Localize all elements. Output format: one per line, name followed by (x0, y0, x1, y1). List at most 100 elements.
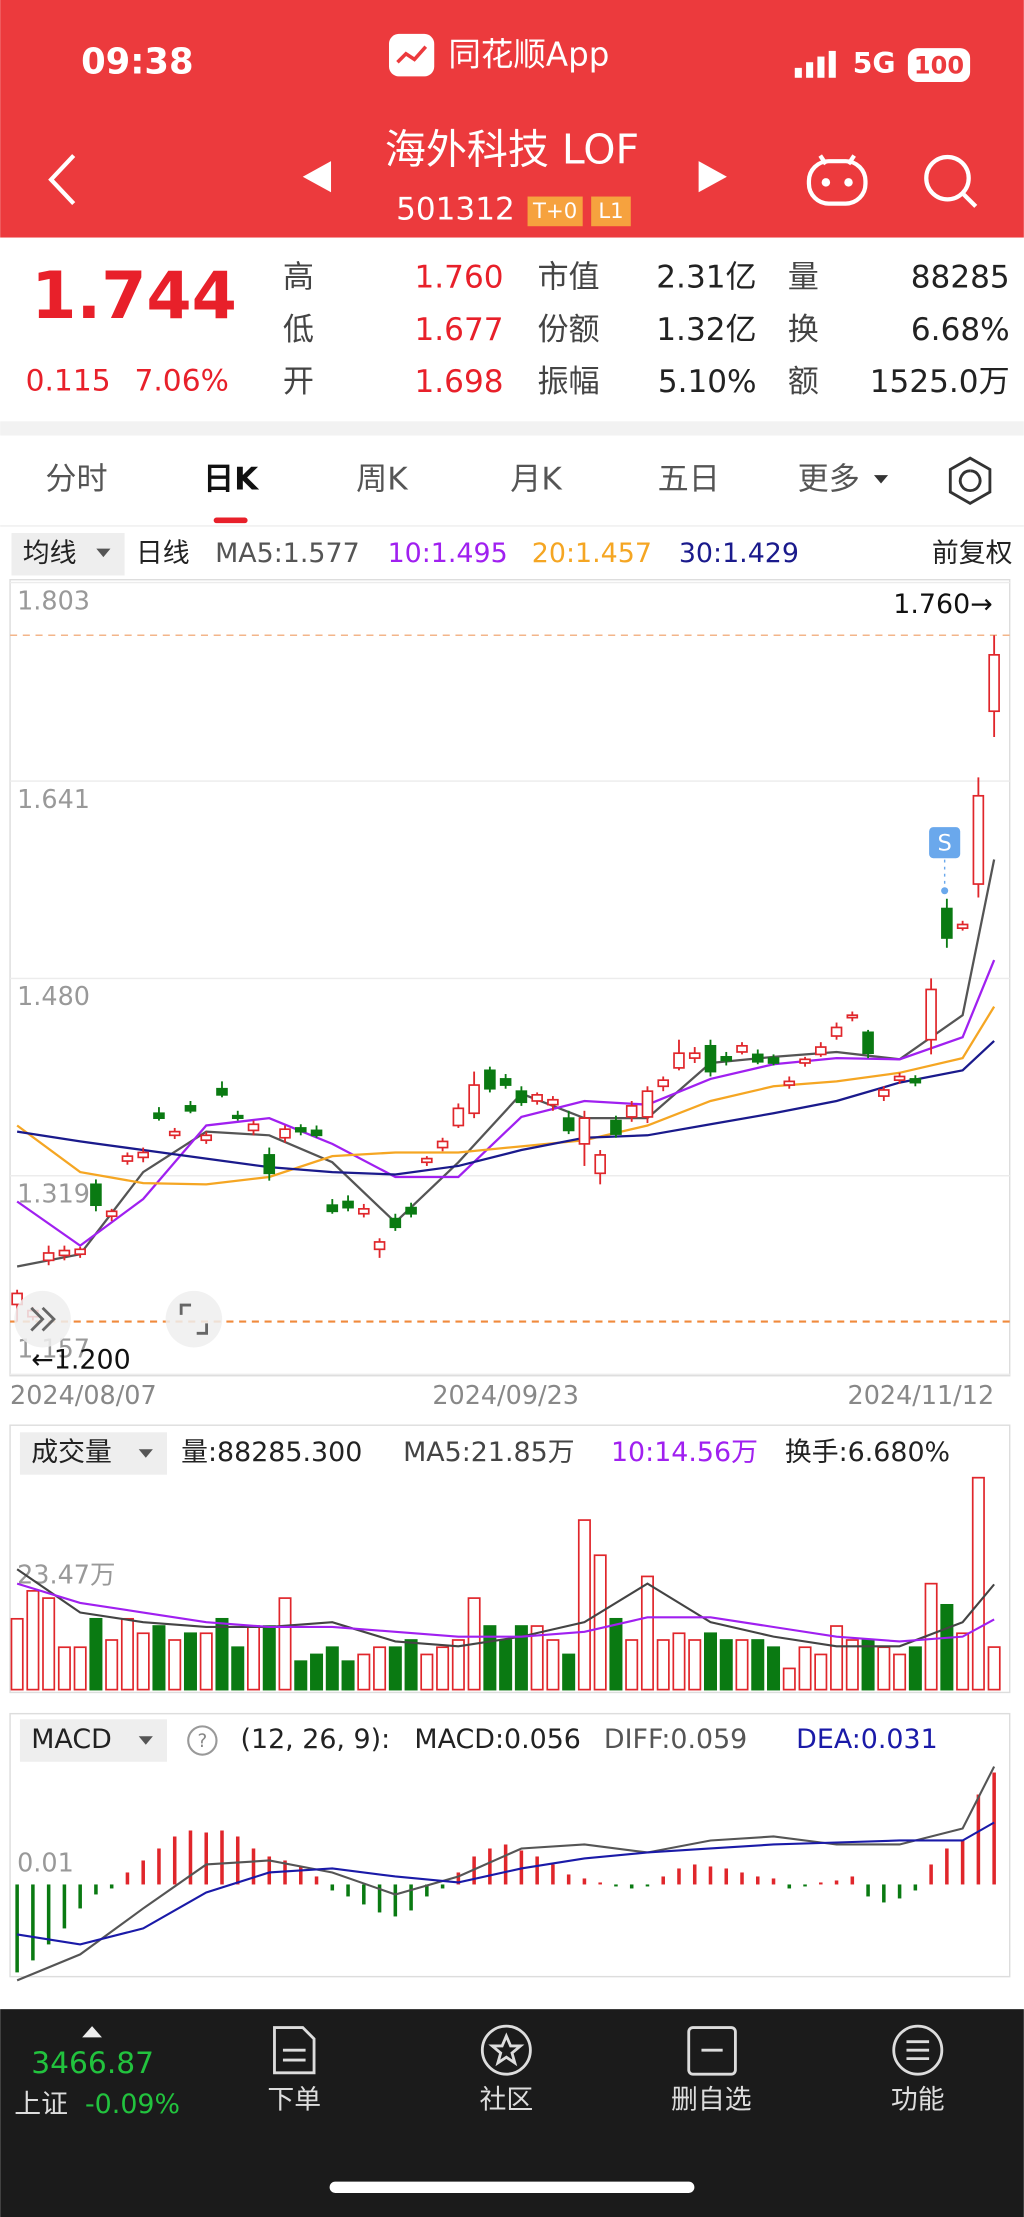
candle-body (421, 1157, 433, 1164)
candle-body (216, 1087, 228, 1096)
nav-item[interactable]: 社区 (479, 2085, 533, 2116)
field-value: 1.760 (415, 260, 504, 296)
tab[interactable]: 周K (356, 462, 409, 498)
macd-bar (440, 1884, 445, 1889)
robot-button[interactable] (806, 154, 868, 206)
macd-bar (235, 1836, 240, 1885)
candle-body (342, 1200, 354, 1209)
nav-item[interactable]: 删自选 (671, 2085, 752, 2116)
help-button[interactable] (187, 1725, 218, 1756)
macd-bar (125, 1872, 130, 1885)
tab[interactable]: 分时 (45, 462, 107, 498)
volume-bar (168, 1639, 182, 1691)
candle-body (578, 1117, 591, 1145)
macd-bar (204, 1832, 208, 1885)
candle-body (42, 1252, 55, 1262)
nav-item[interactable]: 功能 (891, 2085, 945, 2116)
volume-bar (451, 1639, 465, 1691)
macd-bar (46, 1884, 51, 1945)
y-tick-label: 1.480 (17, 982, 90, 1012)
macd-panel (9, 1712, 1011, 1978)
field-label: 低 (283, 312, 314, 348)
volume-bar (735, 1639, 749, 1691)
candle-body (594, 1154, 606, 1175)
expand-button[interactable] (165, 1290, 223, 1348)
volume-bar (530, 1625, 544, 1691)
field-value: 5.10% (658, 364, 757, 400)
volume-label: 量:88285.300 (181, 1437, 362, 1468)
x-tick-label: 2024/11/12 (848, 1381, 995, 1411)
tab[interactable]: 日K (203, 462, 260, 498)
candle-body (878, 1089, 890, 1097)
volume-bar (719, 1639, 733, 1691)
macd-bar (314, 1876, 319, 1885)
badge-bg (591, 196, 631, 227)
macd-bar (109, 1884, 114, 1889)
volume-bar (373, 1646, 387, 1691)
price: 1.744 (31, 259, 237, 334)
macd-bar (787, 1884, 792, 1889)
macd-bar (645, 1884, 650, 1887)
tab[interactable]: 更多 (798, 462, 860, 498)
volume-bar (514, 1625, 528, 1691)
index-value: 3466.87 (31, 2046, 154, 2081)
candle-body (358, 1207, 370, 1215)
candle-body (389, 1217, 402, 1229)
field-value: 2.31亿 (656, 260, 756, 296)
volume-bar (688, 1639, 702, 1691)
volume-title: 成交量 (31, 1437, 112, 1468)
next-button[interactable] (698, 161, 727, 193)
volume-bar (877, 1646, 891, 1691)
volume-bar (767, 1646, 781, 1691)
volume-bar (262, 1625, 276, 1691)
settings-button[interactable] (948, 456, 992, 505)
macd-bar (172, 1836, 177, 1885)
candle-body (972, 794, 985, 885)
volume-bar (26, 1590, 40, 1691)
signal (794, 50, 836, 78)
macd-bar (992, 1772, 996, 1885)
macd-bar (267, 1856, 272, 1885)
candle-body (673, 1052, 685, 1069)
macd-bar (503, 1844, 508, 1885)
macd-bar (708, 1866, 713, 1885)
y-tick-label: 1.319 (17, 1180, 90, 1210)
badge: L1 (598, 198, 623, 223)
volume-bar (593, 1554, 607, 1691)
candle-body (326, 1204, 339, 1213)
candle-body (452, 1107, 465, 1127)
macd-bar (377, 1884, 382, 1913)
candle-body (610, 1119, 622, 1135)
tab[interactable]: 五日 (658, 462, 720, 498)
field-value: 88285 (911, 260, 1010, 296)
candle-body (405, 1206, 417, 1215)
candle-body (373, 1241, 386, 1251)
volume-bar (656, 1639, 670, 1691)
volume-bar (562, 1653, 576, 1691)
back-button[interactable] (48, 154, 76, 206)
separator (0, 421, 1024, 436)
prev-button[interactable] (302, 161, 332, 193)
nav-item[interactable]: 下单 (267, 2085, 321, 2116)
candle-body (688, 1052, 701, 1059)
volume-bar (404, 1639, 418, 1691)
volume-bar (798, 1646, 812, 1691)
battery-level: 100 (914, 51, 964, 79)
volume-bar (420, 1653, 434, 1691)
volume-bar (499, 1639, 513, 1691)
volume-bar (183, 1632, 197, 1691)
y-tick-label: 23.47万 (17, 1561, 115, 1591)
macd-bar (31, 1884, 35, 1961)
index-toggle[interactable] (82, 2026, 102, 2038)
volume-bar (830, 1625, 844, 1691)
search-button[interactable] (924, 154, 978, 208)
macd-bar (425, 1884, 429, 1897)
volume-bar (577, 1519, 591, 1691)
candle-body (121, 1155, 134, 1162)
tab[interactable]: 月K (510, 462, 563, 498)
candle-body (956, 923, 969, 930)
candle-body (799, 1058, 811, 1064)
candle-body (436, 1140, 449, 1149)
